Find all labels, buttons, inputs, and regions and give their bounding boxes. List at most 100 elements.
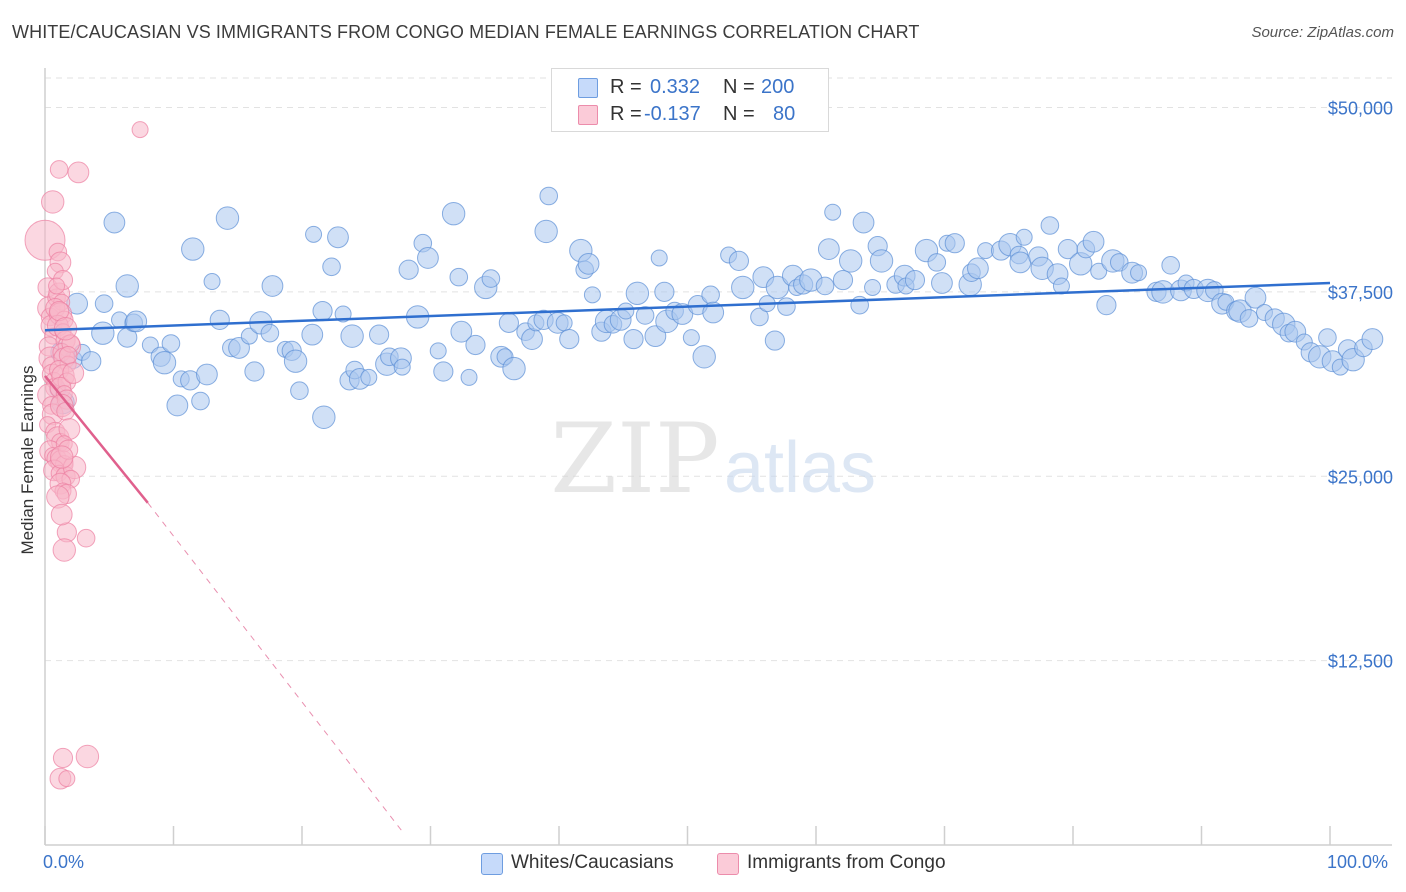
whites-point xyxy=(927,253,947,272)
whites-point xyxy=(393,358,411,376)
trend-layer xyxy=(44,281,1331,835)
congo-point xyxy=(41,190,65,214)
whites-point xyxy=(103,211,126,234)
whites-point xyxy=(838,249,863,273)
whites-point xyxy=(290,381,309,401)
whites-point xyxy=(832,269,854,291)
legend-swatch-whites xyxy=(578,78,598,98)
whites-point xyxy=(450,320,473,343)
whites-point xyxy=(824,203,842,221)
whites-point xyxy=(750,307,769,327)
legend-n-value: 200 xyxy=(761,76,795,98)
whites-point xyxy=(481,269,501,288)
whites-point xyxy=(701,285,720,305)
legend-r-label: R = xyxy=(610,103,642,125)
y-tick-label: $12,500 xyxy=(1328,652,1393,672)
whites-point xyxy=(635,306,655,325)
congo-point xyxy=(75,744,100,769)
bottom-legend-swatch-whites xyxy=(481,853,503,875)
series-whites-points xyxy=(49,186,1384,429)
bottom-legend-label-whites: Whites/Caucasians xyxy=(511,852,674,873)
whites-point xyxy=(815,276,835,296)
congo-point xyxy=(50,445,74,469)
congo-point xyxy=(48,277,66,295)
whites-point xyxy=(931,272,953,294)
whites-point xyxy=(539,186,559,206)
congo-point xyxy=(56,402,75,421)
legend-r-value: -0.137 xyxy=(644,103,701,125)
chart-title: WHITE/CAUCASIAN VS IMMIGRANTS FROM CONGO… xyxy=(12,22,920,42)
y-tick-label: $25,000 xyxy=(1328,467,1393,487)
whites-point xyxy=(650,249,668,267)
whites-point xyxy=(91,321,115,345)
bottom-legend-swatch-congo xyxy=(717,853,739,875)
whites-point xyxy=(196,363,218,386)
whites-point xyxy=(417,247,439,269)
whites-point xyxy=(1361,328,1384,350)
congo-point xyxy=(52,538,76,562)
whites-point xyxy=(203,273,221,291)
whites-point xyxy=(369,324,390,345)
whites-point xyxy=(1015,228,1033,246)
whites-point xyxy=(398,259,419,280)
legend-n-label: N = xyxy=(723,103,755,125)
legend-n-value: 80 xyxy=(773,103,796,125)
whites-point xyxy=(94,294,114,313)
whites-trend-line xyxy=(44,281,1331,332)
whites-point xyxy=(534,219,558,244)
whites-point xyxy=(1009,251,1032,274)
whites-point xyxy=(869,249,894,273)
whites-point xyxy=(244,361,265,382)
whites-point xyxy=(555,314,573,332)
whites-point xyxy=(671,303,694,325)
whites-point xyxy=(215,206,240,230)
whites-point xyxy=(305,225,323,243)
whites-point xyxy=(360,368,378,386)
whites-point xyxy=(125,310,148,333)
whites-point xyxy=(152,350,177,375)
whites-point xyxy=(283,349,308,373)
congo-point xyxy=(67,161,90,184)
whites-point xyxy=(322,257,341,277)
whites-point xyxy=(1239,309,1259,328)
bottom-legend-label-congo: Immigrants from Congo xyxy=(747,852,946,873)
whites-point xyxy=(498,312,519,333)
legend-swatch-congo xyxy=(578,105,598,125)
watermark-zip: ZIP xyxy=(550,403,719,515)
whites-point xyxy=(623,328,644,350)
y-axis-label: Median Female Earnings xyxy=(18,365,37,555)
whites-point xyxy=(1244,286,1267,309)
whites-point xyxy=(1096,295,1117,316)
y-tick-label: $37,500 xyxy=(1328,283,1393,303)
whites-point xyxy=(240,327,258,345)
whites-point xyxy=(559,328,580,350)
whites-point xyxy=(521,328,543,350)
watermark: ZIP atlas xyxy=(550,403,876,515)
whites-point xyxy=(261,275,284,297)
series-congo-points xyxy=(24,121,149,790)
congo-point xyxy=(58,346,78,365)
legend-row-whites: R = 0.332 N = 200 xyxy=(552,76,828,102)
whites-point xyxy=(728,250,750,271)
whites-point xyxy=(161,334,181,353)
whites-point xyxy=(465,334,486,356)
whites-point xyxy=(777,297,796,316)
legend-r-value: 0.332 xyxy=(650,76,701,98)
whites-point xyxy=(460,368,478,386)
whites-point xyxy=(731,275,755,300)
correlation-legend: R = 0.332 N = 200 R = -0.137 N = 80 xyxy=(551,68,829,132)
legend-n-label: N = xyxy=(723,76,755,98)
whites-point xyxy=(1318,328,1337,347)
whites-point xyxy=(654,281,675,302)
whites-point xyxy=(944,233,965,254)
whites-point xyxy=(191,391,210,411)
whites-point xyxy=(441,202,466,226)
congo-trend-extension xyxy=(147,502,406,835)
congo-point xyxy=(52,747,74,769)
whites-point xyxy=(181,237,205,261)
whites-point xyxy=(209,309,230,330)
whites-point xyxy=(81,351,102,372)
congo-point xyxy=(62,362,85,384)
whites-point xyxy=(1130,264,1148,282)
whites-point xyxy=(817,238,840,261)
